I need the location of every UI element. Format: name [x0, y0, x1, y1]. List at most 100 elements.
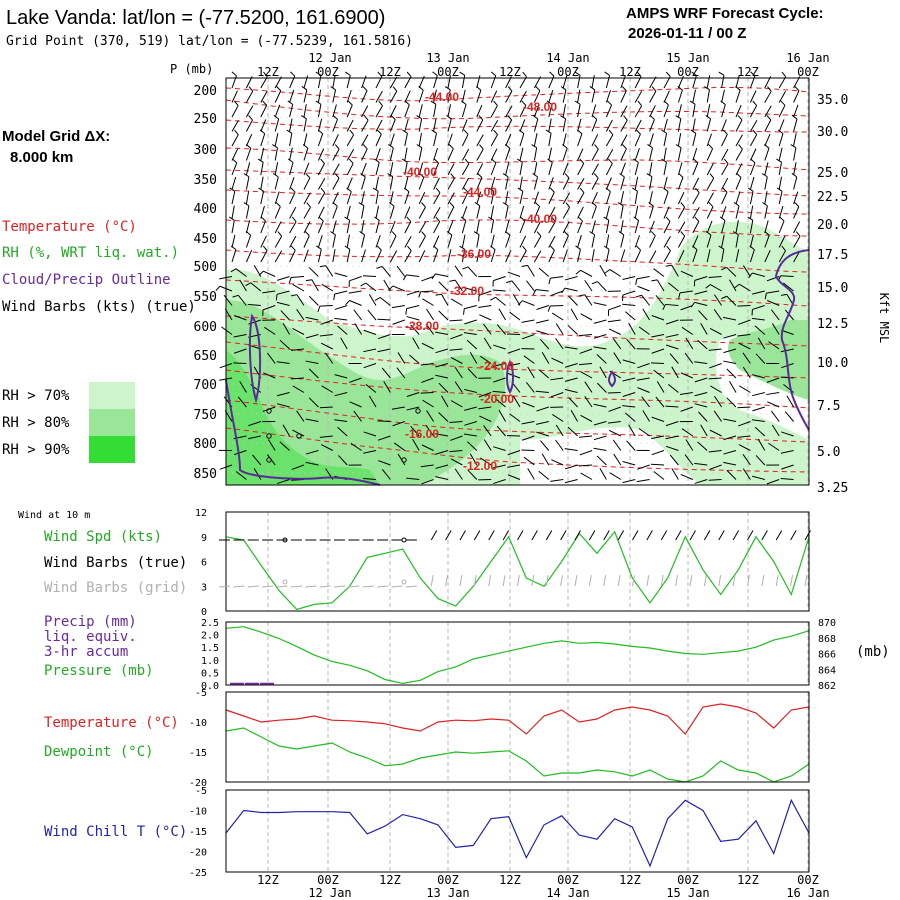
wind-barb: [260, 119, 267, 132]
wind-barb: [653, 268, 665, 277]
wind-barb: [752, 392, 765, 397]
wind-barb: [548, 235, 556, 248]
wind-barb: [476, 234, 480, 248]
pressure-tick: 862: [818, 681, 836, 692]
wind-barb: [454, 279, 463, 292]
wind-barb: [334, 272, 348, 277]
wind-barb: [694, 290, 708, 295]
wind-barb-feather: [635, 129, 641, 135]
wind-barb: [305, 334, 319, 339]
wind-barb: [677, 162, 683, 176]
wind-barb-feather: [562, 143, 568, 149]
wind-barb: [622, 405, 636, 408]
wind-barb: [628, 323, 636, 335]
wind-barb: [562, 221, 570, 234]
wind-barb: [786, 395, 795, 408]
wind-barb: [593, 421, 607, 426]
wind-barb: [450, 435, 463, 441]
wind-barb: [375, 176, 380, 190]
pressure-tick: 400: [194, 202, 217, 217]
wind-barb: [303, 118, 307, 132]
wind-barb: [476, 104, 483, 118]
rh80-region: [226, 300, 809, 485]
wind-barb-feather: [535, 86, 541, 92]
wind-barb: [735, 148, 743, 161]
wind-barb: [634, 105, 643, 118]
wind-barb: [303, 221, 311, 234]
wind-barb-feather: [678, 292, 681, 299]
wind-barb: [580, 414, 593, 422]
wind-barb: [332, 177, 340, 190]
wind-barb: [418, 118, 423, 132]
model-grid-label: Model Grid ΔX:: [2, 128, 110, 145]
wind-barb: [692, 162, 699, 176]
wind-barb: [525, 381, 535, 393]
wind-barb-feather: [694, 216, 700, 222]
wind-barb: [292, 328, 305, 335]
surface-wind-barb: [517, 530, 524, 541]
wind-barb: [495, 398, 506, 408]
kft-tick: 25.0: [817, 166, 848, 181]
surface-wind-barb: [775, 530, 783, 541]
grid-wind-barb: [430, 575, 434, 587]
bottom-hour-label: 00Z: [317, 873, 339, 887]
temperature-label: -36.00: [457, 247, 491, 261]
wind-barb: [450, 298, 463, 306]
wind-barb: [723, 348, 737, 354]
wind-barb: [433, 162, 439, 176]
wind-barb: [221, 326, 233, 335]
wind-barb-feather: [678, 172, 684, 178]
wind-barb: [591, 89, 596, 103]
wind-barb: [578, 464, 593, 467]
wind-barb: [260, 162, 264, 176]
wind-barb: [346, 148, 355, 161]
wind-barb: [620, 134, 628, 147]
wind-barb: [260, 147, 265, 161]
wind-barb: [778, 147, 783, 161]
wind-barb: [680, 372, 694, 379]
wind-barb: [290, 276, 305, 278]
temperature-contour: [225, 279, 810, 307]
wind-barb: [498, 410, 507, 422]
wind-barb: [591, 163, 599, 176]
wind-barb: [274, 118, 280, 132]
wind-barb-feather: [603, 216, 610, 221]
wind-barb: [495, 296, 506, 306]
wind-barb: [650, 463, 665, 466]
wind-barb: [349, 276, 362, 282]
wind-barb: [533, 206, 541, 219]
wind-barb-feather: [532, 114, 539, 120]
wind-barb: [447, 163, 455, 176]
wind-barb: [245, 133, 253, 147]
timeseries-panels: 0369128628648668688700.00.51.01.52.02.5-…: [189, 508, 836, 879]
wind-barb: [332, 89, 337, 103]
wind-barb: [252, 454, 262, 466]
wind-barb: [406, 290, 420, 296]
wind-barb: [454, 381, 463, 393]
wind-barb: [346, 220, 351, 234]
wind-barb: [721, 134, 728, 147]
wind-barb: [425, 323, 435, 335]
wind-barb: [332, 192, 339, 205]
wind-barb: [353, 309, 362, 321]
wind-barb: [433, 89, 437, 103]
temperature-label: -40.00: [523, 212, 557, 226]
wind-barb: [533, 147, 538, 161]
wind-barb: [677, 192, 685, 205]
legend-rh70: RH > 70%: [2, 388, 70, 404]
wind-barb: [433, 206, 441, 219]
wind-barb-feather: [563, 231, 569, 236]
wind-barb: [584, 395, 593, 408]
wind-barb: [450, 356, 463, 364]
wind-barb: [289, 221, 297, 234]
wind-barb-feather: [362, 86, 368, 92]
wind-barb: [564, 377, 578, 382]
wind-barb: [738, 444, 751, 451]
wind-barb: [389, 147, 394, 161]
wind-barb: [447, 133, 453, 147]
pressure-tick: 850: [194, 467, 217, 482]
wind-barb: [620, 191, 625, 205]
wind-barb: [231, 162, 238, 176]
wind-barb: [597, 281, 607, 292]
